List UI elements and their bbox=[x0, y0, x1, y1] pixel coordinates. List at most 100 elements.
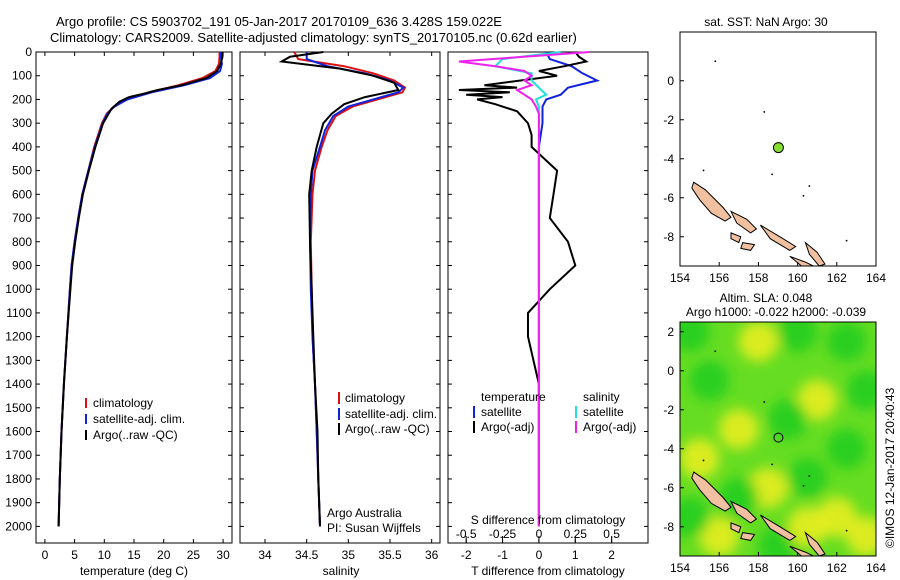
legend-label-sal-satellite: satellite bbox=[583, 405, 624, 419]
x-tick-label: 25 bbox=[187, 548, 201, 562]
islet-2 bbox=[771, 173, 774, 176]
y-tick-label: 1300 bbox=[5, 353, 32, 367]
y-tick-label: 1200 bbox=[5, 330, 32, 344]
salinity-legend: climatology satellite-adj. clim. Argo(..… bbox=[338, 391, 437, 436]
x-tick-label: 1 bbox=[572, 548, 579, 562]
difference-legend: temperature salinity satellite Argo(-adj… bbox=[473, 390, 636, 434]
islet-1 bbox=[763, 401, 766, 403]
sla-map-panel: Altim. SLA: 0.048 Argo h1000: -0.022 h20… bbox=[663, 291, 886, 575]
difference-x-ticks: -2 -1 0 1 2 bbox=[461, 539, 615, 562]
sla-map-frame bbox=[679, 321, 877, 557]
map-y-tick-label: -6 bbox=[663, 481, 674, 495]
temperature-lines bbox=[57, 52, 224, 527]
sst-map-points bbox=[772, 142, 784, 154]
difference-lines bbox=[458, 51, 601, 527]
salinity-y-ticks bbox=[240, 51, 440, 527]
sla-map-x-ticks: 154 156 158 160 162 164 bbox=[670, 552, 886, 575]
islet-0 bbox=[714, 60, 717, 63]
sla-map-title: Altim. SLA: 0.048 bbox=[720, 291, 813, 305]
sla-map-y-ticks: 2 0 -2 -4 -6 -8 bbox=[663, 325, 684, 534]
sst-map-y-ticks: 0 -2 -4 -6 -8 bbox=[663, 74, 684, 244]
legend-label-temp-satellite: satellite bbox=[481, 405, 522, 419]
map-x-tick-label: 160 bbox=[788, 271, 808, 285]
s-tick-label: 0.25 bbox=[564, 527, 588, 541]
sst-map-land bbox=[691, 60, 848, 267]
y-tick-label: 1000 bbox=[5, 282, 32, 296]
y-tick-label: 900 bbox=[12, 258, 32, 272]
map-x-tick-label: 158 bbox=[748, 561, 768, 575]
map-y-tick-label: -2 bbox=[663, 403, 674, 417]
map-y-tick-label: 2 bbox=[667, 325, 674, 339]
sla-cell-17 bbox=[787, 506, 828, 547]
x-tick-label: 0 bbox=[536, 548, 543, 562]
islet-4 bbox=[802, 484, 805, 487]
y-tick-label: 1500 bbox=[5, 401, 32, 415]
islet-5 bbox=[845, 529, 848, 532]
legend-label-argo: Argo(..raw -QC) bbox=[345, 422, 430, 436]
island-0 bbox=[691, 181, 732, 222]
island-1 bbox=[729, 500, 758, 524]
y-tick-label: 1400 bbox=[5, 377, 32, 391]
y-tick-label: 300 bbox=[12, 116, 32, 130]
salinity-annotation-line1: Argo Australia bbox=[327, 506, 402, 520]
sla-cell-2 bbox=[738, 322, 779, 362]
map-y-tick-label: -2 bbox=[663, 113, 674, 127]
argo-float-marker bbox=[773, 432, 784, 443]
y-tick-label: 200 bbox=[12, 92, 32, 106]
sst-map-x-ticks: 154 156 158 160 162 164 bbox=[670, 262, 886, 285]
sst-map-title: sat. SST: NaN Argo: 30 bbox=[704, 15, 828, 29]
y-tick-label: 700 bbox=[12, 211, 32, 225]
difference-frame bbox=[447, 51, 649, 544]
map-x-tick-label: 164 bbox=[866, 271, 886, 285]
map-y-tick-label: -8 bbox=[663, 230, 674, 244]
difference-y-ticks bbox=[448, 51, 648, 527]
map-y-tick-label: -4 bbox=[663, 442, 674, 456]
temperature-xlabel: temperature (deg C) bbox=[80, 564, 188, 578]
y-tick-label: 600 bbox=[12, 187, 32, 201]
y-tick-label: 500 bbox=[12, 164, 32, 178]
map-x-tick-label: 162 bbox=[827, 561, 847, 575]
island-5 bbox=[730, 232, 742, 244]
x-tick-label: -1 bbox=[497, 548, 508, 562]
series-line-1 bbox=[458, 51, 589, 527]
x-tick-label: 2 bbox=[608, 548, 615, 562]
sla-cell-8 bbox=[767, 399, 808, 440]
island-4 bbox=[804, 241, 826, 267]
map-x-tick-label: 156 bbox=[709, 271, 729, 285]
s-tick-label: -0.25 bbox=[489, 527, 517, 541]
islet-3 bbox=[808, 185, 811, 187]
s-tick-label: -0.5 bbox=[456, 527, 477, 541]
salinity-lines bbox=[278, 51, 407, 527]
sla-map-land bbox=[691, 350, 848, 556]
sla-map-points bbox=[773, 432, 784, 443]
islet-2 bbox=[771, 463, 774, 466]
y-tick-label: 800 bbox=[12, 235, 32, 249]
sla-heatmap-cells bbox=[680, 322, 876, 556]
islet-5 bbox=[845, 239, 848, 242]
map-x-tick-label: 162 bbox=[827, 271, 847, 285]
x-tick-label: 30 bbox=[216, 548, 230, 562]
sla-cell-16 bbox=[846, 516, 876, 556]
x-tick-label: 35.5 bbox=[378, 548, 402, 562]
map-y-tick-label: -6 bbox=[663, 191, 674, 205]
legend-header-temperature: temperature bbox=[481, 390, 546, 404]
y-tick-label: 400 bbox=[12, 140, 32, 154]
sla-cell-3 bbox=[777, 322, 818, 352]
sla-cell-6 bbox=[797, 380, 838, 420]
temperature-x-ticks: 0 5 10 15 20 25 30 bbox=[42, 52, 230, 562]
islet-6 bbox=[702, 459, 705, 462]
y-tick-label: 1600 bbox=[5, 425, 32, 439]
island-6 bbox=[740, 242, 756, 251]
x-tick-label: -2 bbox=[461, 548, 472, 562]
island-4 bbox=[804, 531, 826, 556]
x-tick-label: 36 bbox=[425, 548, 439, 562]
salinity-xlabel: salinity bbox=[323, 564, 360, 578]
x-tick-label: 0 bbox=[42, 548, 49, 562]
y-tick-label: 0 bbox=[25, 45, 32, 59]
y-tick-label: 1700 bbox=[5, 448, 32, 462]
series-line-1 bbox=[57, 52, 223, 527]
series-line-2 bbox=[57, 52, 224, 527]
sla-cell-0 bbox=[680, 322, 710, 352]
s-tick-label: 0 bbox=[536, 527, 543, 541]
y-tick-label: 1900 bbox=[5, 496, 32, 510]
